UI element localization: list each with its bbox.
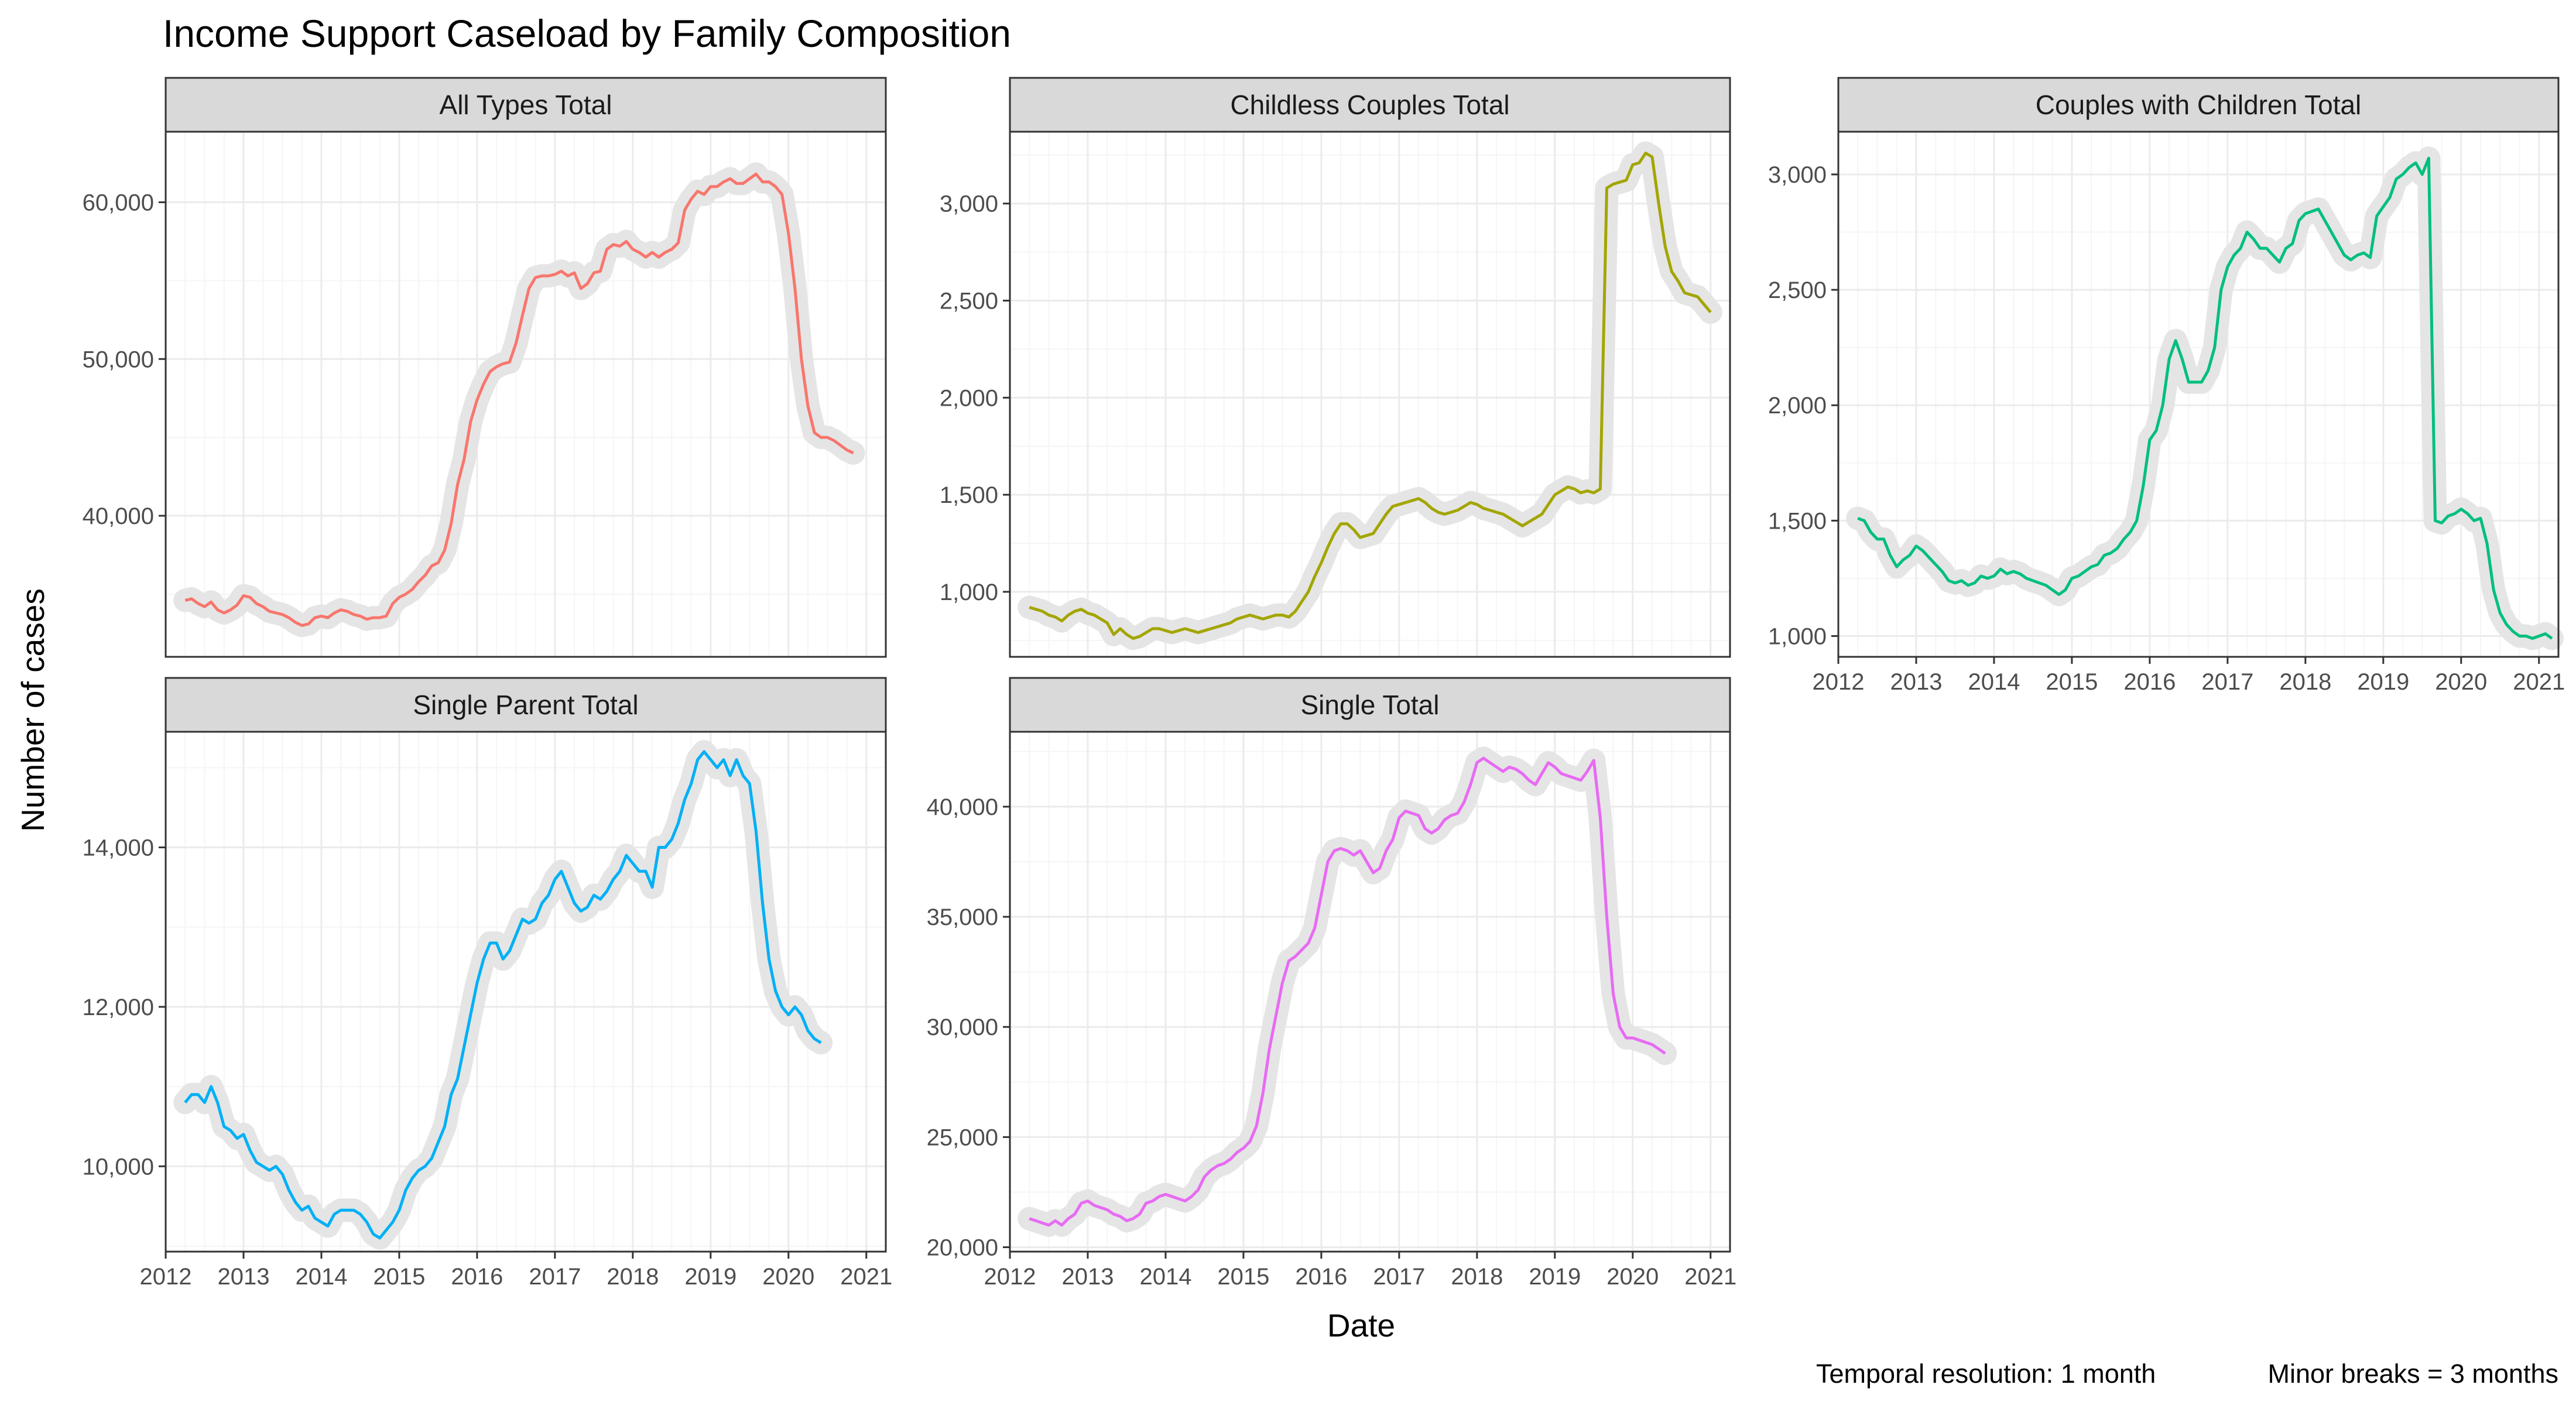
y-tick-label: 50,000 bbox=[83, 347, 154, 372]
panel-border bbox=[1009, 731, 1731, 1253]
x-tick-label: 2018 bbox=[1451, 1264, 1503, 1290]
series-halo-single-total bbox=[1018, 746, 1677, 1237]
panel-border bbox=[1009, 131, 1731, 658]
panel-border bbox=[165, 131, 887, 658]
x-tick-label: 2021 bbox=[2513, 669, 2565, 695]
strip-childless-couples-total bbox=[1009, 77, 1731, 133]
y-tick-label: 2,000 bbox=[940, 385, 998, 411]
series-line-all-types-total bbox=[184, 172, 854, 627]
x-tick-label: 2021 bbox=[1684, 1264, 1736, 1290]
strip-single-total bbox=[1009, 677, 1731, 733]
x-tick-label: 2016 bbox=[1295, 1264, 1347, 1290]
y-tick-label: 2,000 bbox=[1768, 393, 1827, 419]
series-halo-couples-with-children-total bbox=[1846, 146, 2564, 650]
y-tick-label: 1,000 bbox=[940, 580, 998, 605]
y-tick-label: 1,500 bbox=[940, 482, 998, 508]
strip-couples-with-children-total bbox=[1837, 77, 2560, 133]
x-axis-label: Date bbox=[1327, 1307, 1395, 1344]
x-tick-label: 2020 bbox=[762, 1264, 814, 1290]
caption-minor-breaks: Minor breaks = 3 months bbox=[2268, 1359, 2558, 1389]
x-tick-label: 2019 bbox=[2357, 669, 2409, 695]
x-tick-label: 2016 bbox=[2123, 669, 2176, 695]
series-line-couples-with-children-total bbox=[1857, 156, 2553, 640]
y-tick-label: 40,000 bbox=[83, 503, 154, 529]
panel-couples-with-children-total: Couples with Children Total 1,000 1,500 2,0… bbox=[1768, 77, 2565, 695]
x-tick-label: 2014 bbox=[1139, 1264, 1191, 1290]
x-tick-label: 2020 bbox=[1606, 1264, 1659, 1290]
x-tick-label: 2012 bbox=[1813, 669, 1865, 695]
panel-childless-couples-total: Childless Couples Total 1,000 1,500 2,000 2,… bbox=[940, 77, 1731, 658]
y-tick-label: 35,000 bbox=[927, 904, 998, 930]
y-tick-label: 12,000 bbox=[83, 995, 154, 1020]
x-tick-label: 2014 bbox=[295, 1264, 347, 1290]
strip-label-couples-with-children-total: Couples with Children Total bbox=[2036, 90, 2362, 120]
y-tick-label: 60,000 bbox=[83, 190, 154, 215]
caption-temporal-resolution: Temporal resolution: 1 month bbox=[1816, 1359, 2156, 1389]
y-tick-label: 1,500 bbox=[1768, 508, 1827, 534]
x-tick-label: 2015 bbox=[1217, 1264, 1269, 1290]
series-halo-single-parent-total bbox=[173, 740, 833, 1250]
y-tick-label: 40,000 bbox=[927, 794, 998, 820]
y-tick-label: 1,000 bbox=[1768, 624, 1827, 650]
strip-all-types-total bbox=[165, 77, 887, 133]
panel-single-parent-total: Single Parent Total 10,000 12,000 14,000 201… bbox=[83, 677, 892, 1290]
chart-title: Income Support Caseload by Family Compos… bbox=[163, 12, 1011, 55]
x-tick-label: 2012 bbox=[140, 1264, 192, 1290]
strip-label-childless-couples-total: Childless Couples Total bbox=[1230, 90, 1509, 120]
x-tick-label: 2014 bbox=[1968, 669, 2020, 695]
strip-single-parent-total bbox=[165, 677, 887, 733]
y-tick-label: 20,000 bbox=[927, 1235, 998, 1260]
x-tick-label: 2018 bbox=[2279, 669, 2331, 695]
x-tick-label: 2019 bbox=[1529, 1264, 1581, 1290]
x-tick-label: 2015 bbox=[2046, 669, 2098, 695]
series-line-single-total bbox=[1029, 756, 1666, 1227]
x-tick-label: 2013 bbox=[217, 1264, 269, 1290]
series-line-single-parent-total bbox=[184, 750, 822, 1240]
x-tick-label: 2021 bbox=[840, 1264, 892, 1290]
x-tick-label: 2017 bbox=[1373, 1264, 1425, 1290]
y-tick-label: 30,000 bbox=[927, 1015, 998, 1040]
y-tick-label: 3,000 bbox=[1768, 162, 1827, 188]
panel-all-types-total: All Types Total 40,000 50,000 60,000 bbox=[83, 77, 887, 658]
panel-border bbox=[165, 731, 887, 1253]
x-tick-label: 2016 bbox=[451, 1264, 503, 1290]
strip-label-single-total: Single Total bbox=[1301, 690, 1440, 720]
x-tick-label: 2017 bbox=[2201, 669, 2253, 695]
y-axis-label: Number of cases bbox=[15, 588, 51, 832]
y-tick-label: 25,000 bbox=[927, 1125, 998, 1150]
x-tick-label: 2012 bbox=[984, 1264, 1036, 1290]
x-tick-label: 2017 bbox=[529, 1264, 581, 1290]
y-tick-label: 14,000 bbox=[83, 835, 154, 861]
facet-panels: All Types Total 40,000 50,000 60,000 Childle… bbox=[83, 77, 2565, 1290]
y-tick-label: 2,500 bbox=[1768, 277, 1827, 303]
x-tick-label: 2018 bbox=[607, 1264, 659, 1290]
x-tick-label: 2015 bbox=[373, 1264, 425, 1290]
series-line-childless-couples-total bbox=[1029, 152, 1712, 640]
y-tick-label: 3,000 bbox=[940, 191, 998, 217]
x-tick-label: 2013 bbox=[1061, 1264, 1114, 1290]
x-tick-label: 2020 bbox=[2435, 669, 2487, 695]
y-tick-label: 10,000 bbox=[83, 1154, 154, 1180]
strip-label-all-types-total: All Types Total bbox=[440, 90, 612, 120]
x-tick-label: 2019 bbox=[684, 1264, 737, 1290]
panel-single-total: Single Total 20,000 25,000 30,000 35,000 40,0… bbox=[927, 677, 1736, 1290]
series-halo-childless-couples-total bbox=[1018, 141, 1722, 650]
panel-border bbox=[1837, 131, 2560, 658]
y-tick-label: 2,500 bbox=[940, 288, 998, 314]
x-tick-label: 2013 bbox=[1890, 669, 1942, 695]
strip-label-single-parent-total: Single Parent Total bbox=[413, 690, 638, 720]
series-halo-all-types-total bbox=[173, 162, 865, 638]
